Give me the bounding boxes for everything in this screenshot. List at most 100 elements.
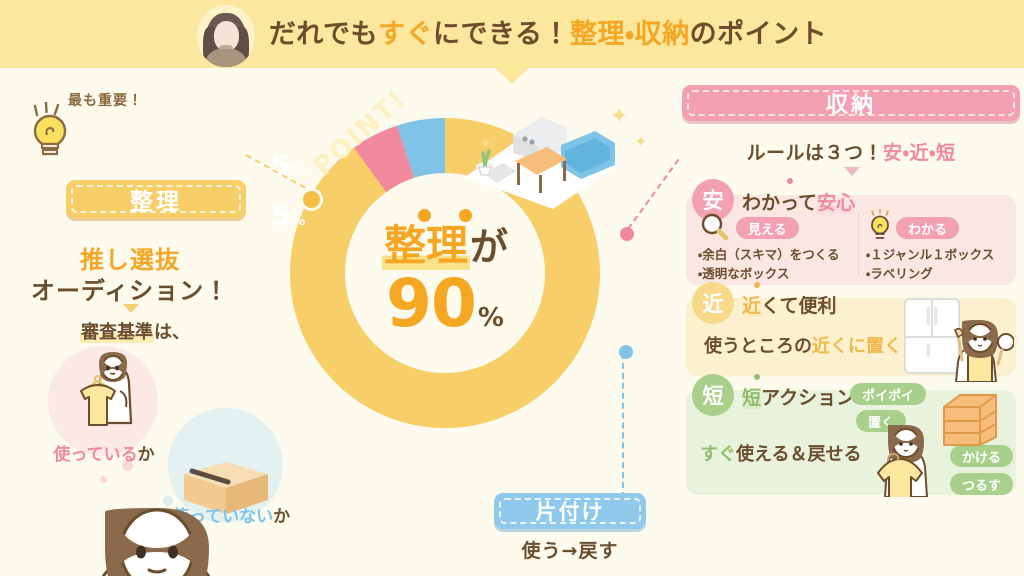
criteria-mark: 審査基準 [80,322,154,343]
katazuke-chip-label: 片付け [535,500,605,524]
down-arrow-icon [123,304,139,313]
shelf-icon [943,394,997,446]
seiri-chip-label: 整理 [130,189,182,215]
donut-center-label: 整理が 90% [345,173,545,373]
tag-mieru[interactable]: 見える [736,217,799,239]
down-arrow-icon [844,167,860,176]
headline-kin: 近くて便利 [742,291,836,318]
center-unit: % [477,302,504,333]
connector-shunou [627,158,680,230]
sparkle-icon: ✦ [634,132,648,151]
card-divider [858,213,859,275]
page-title: だれでもすぐにできる！整理・収納のポイント [269,21,827,48]
rule-accent: 安・近・短 [883,142,956,164]
bubble-dot [122,460,133,471]
body-kin-accent: 近くに置く [812,336,902,357]
bullets-wakaru: ・１ジャンル１ボックス ・ラベリング [866,245,994,284]
audition-line-1: 推し選抜 [80,246,180,274]
sparkle-icon: ✦ [479,134,493,153]
sparkle-icon: ✦ [610,104,629,129]
tag-poipoi-label: ポイポイ [862,388,915,404]
headline-tan: 短アクション [742,383,855,410]
magnifier-icon [701,213,729,241]
using-tail: か [137,445,155,465]
bubble-dot [100,476,107,483]
bullet: ・ラベリング [866,266,933,282]
segment-seiri [290,118,600,428]
badge-kin-label: 近 [702,292,724,316]
segment-label-katazuke-value: 5 [271,199,291,232]
author-avatar [196,5,255,67]
woman-with-clothes-illustration [80,352,133,426]
center-number: 90 [386,264,477,342]
headline-an-plain: わかって [742,192,818,214]
tag-poipoi[interactable]: ポイポイ [850,383,927,405]
center-line-2: 90% [386,270,504,337]
bullets-mieru: ・余白（スキマ）をつくる ・透明なボックス [698,245,840,284]
segment-label-shunou: 5% [271,149,306,182]
audition-line-2: オーディション！ [30,277,230,305]
tag-oku-label: 置く [868,415,895,431]
katazuke-sub-label: 使う→戻す [521,540,619,562]
connector-node-shunou [617,224,637,244]
segment-shunou [290,118,600,428]
emphasis-dot [787,178,793,184]
most-important-label: 最も重要！ [68,93,143,109]
headline-an-accent: 安心 [817,192,856,214]
page-header: だれでもすぐにできる！整理・収納のポイント [0,0,1024,68]
title-part-3: 整理・収納 [569,18,690,50]
bubble-dot [163,496,173,506]
badge-an-label: 安 [702,189,724,213]
body-tan-accent: すぐ [700,444,736,465]
segment-label-shunou-unit: % [290,161,306,179]
criteria-tail: は、 [154,322,190,343]
not-using-tail: か [273,507,291,527]
bullet: ・透明なボックス [698,266,790,282]
title-part-4: のポイント [689,18,828,50]
body-tan-post: 使える＆戻せる [736,444,862,465]
katazuke-chip[interactable]: 片付け [494,493,646,529]
left-column: 最も重要！ 整理 推し選抜 オーディション！ 審査基準は、 [0,68,330,576]
lightbulb-icon [33,102,67,156]
cardboard-box-icon [184,462,268,514]
shirt-woman-illustration [877,425,929,497]
donut-svg [290,118,600,428]
headline-kin-tail: くて便利 [761,295,837,317]
emphasis-dot [754,374,760,380]
title-part-2: にできる！ [433,18,570,50]
tag-wakaru[interactable]: わかる [896,217,960,239]
using-strong: 使っている [53,445,138,465]
headline-tan-tail: アクション [761,387,856,409]
segment-katazuke [290,118,600,428]
body-tan: すぐ使える＆戻せる [700,440,861,466]
tag-tsurusu-label: つるす [962,478,1002,494]
rule-line: ルールは３つ！安・近・短 [678,138,1024,165]
bullet: ・１ジャンル１ボックス [866,247,995,262]
body-kin: 使うところの近くに置く [704,332,902,358]
shunou-chip-label: 収納 [825,93,876,118]
bullet: ・余白（スキマ）をつくる [698,247,840,262]
cooking-woman-illustration [954,320,1014,382]
tag-kakeru-label: かける [962,450,1002,466]
tag-tsurusu[interactable]: つるす [950,473,1014,495]
center-text-suffix: が [470,225,509,270]
using-label: 使っているか [24,440,184,465]
shunou-chip[interactable]: 収納 [682,85,1020,121]
badge-tan: 短 [692,374,734,416]
lightbulb-icon [871,209,889,239]
center-line-1: 整理が [381,221,509,271]
connector-node-seiri [300,188,323,211]
headline-kin-accent: 近 [742,295,762,317]
center-text-prefix: 整理 [381,221,470,271]
emphasis-dots [418,209,472,223]
seiri-chip[interactable]: 整理 [66,180,246,218]
tag-wakaru-label: わかる [908,222,948,238]
segment-label-katazuke: 5% [271,199,306,232]
tag-mieru-label: 見える [748,222,787,238]
emphasis-dot [754,282,760,288]
connector-node-katazuke [616,342,636,362]
header-notch [495,68,529,84]
donut-chart: POINT! 整理が 90% [290,84,600,428]
tag-kakeru[interactable]: かける [950,445,1014,467]
